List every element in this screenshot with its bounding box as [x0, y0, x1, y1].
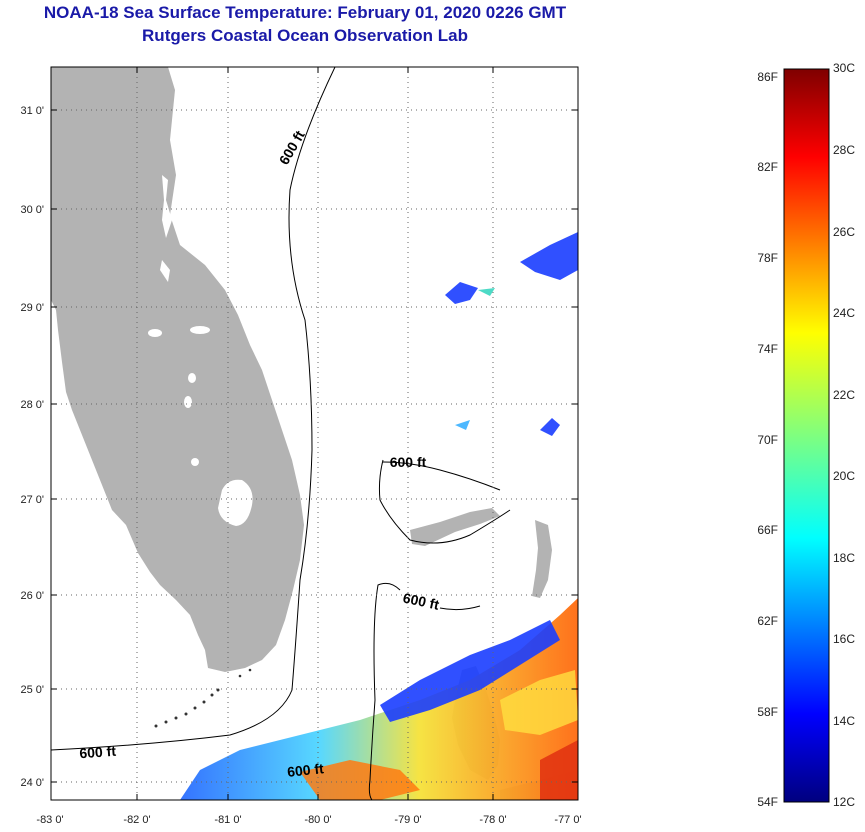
colorbar-f-label: 66F: [757, 523, 778, 537]
lon-label: -79 0': [394, 814, 421, 826]
axis-ticks: [51, 67, 578, 800]
lon-label: -80 0': [304, 814, 331, 826]
contour-label: 600 ft: [390, 454, 427, 470]
contour-label: 600 ft: [401, 589, 440, 612]
colorbar-c-label: 24C: [833, 306, 855, 320]
colorbar-c-label: 30C: [833, 61, 855, 75]
colorbar-c-labels: 30C 28C 26C 24C 22C 20C 18C 16C 14C 12C: [833, 61, 855, 809]
lat-label: 26 0': [20, 590, 44, 602]
lat-label: 30 0': [20, 204, 44, 216]
colorbar-f-labels: 86F 82F 78F 74F 70F 66F 62F 58F 54F: [757, 70, 778, 809]
inland-lakes: [148, 175, 210, 466]
colorbar-c-label: 12C: [833, 795, 855, 809]
colorbar-f-label: 86F: [757, 70, 778, 84]
lon-label: -78 0': [479, 814, 506, 826]
colorbar-c-label: 16C: [833, 632, 855, 646]
map-title: NOAA-18 Sea Surface Temperature: Februar…: [43, 3, 567, 22]
sst-data: [180, 232, 578, 800]
lake-okeechobee: [218, 479, 253, 526]
lat-labels: 24 0' 25 0' 26 0' 27 0' 28 0' 29 0' 30 0…: [20, 105, 44, 789]
lat-label: 31 0': [20, 105, 44, 117]
map-subtitle: Rutgers Coastal Ocean Observation Lab: [142, 26, 468, 45]
colorbar-c-label: 28C: [833, 143, 855, 157]
lon-label: -77 0': [554, 814, 581, 826]
abaco-island: [532, 520, 552, 598]
colorbar-f-label: 58F: [757, 705, 778, 719]
lon-labels: -83 0' -82 0' -81 0' -80 0' -79 0' -78 0…: [36, 814, 581, 826]
contour-label: 600 ft: [79, 743, 117, 762]
contour-label: 600 ft: [286, 760, 324, 780]
colorbar: [783, 68, 830, 803]
lat-label: 27 0': [20, 494, 44, 506]
map-frame: [50, 66, 579, 801]
colorbar-f-label: 62F: [757, 614, 778, 628]
colorbar-f-label: 74F: [757, 342, 778, 356]
lat-label: 25 0': [20, 684, 44, 696]
lat-label: 29 0': [20, 302, 44, 314]
lat-label: 28 0': [20, 399, 44, 411]
colorbar-c-label: 18C: [833, 551, 855, 565]
colorbar-c-label: 26C: [833, 225, 855, 239]
lon-label: -82 0': [123, 814, 150, 826]
colorbar-f-label: 70F: [757, 433, 778, 447]
lat-lon-grid: [51, 67, 578, 800]
grand-bahama: [410, 508, 500, 546]
lon-label: -83 0': [36, 814, 63, 826]
lat-label: 24 0': [20, 777, 44, 789]
colorbar-c-label: 22C: [833, 388, 855, 402]
florida-keys: [154, 668, 252, 728]
colorbar-f-label: 78F: [757, 251, 778, 265]
colorbar-c-label: 14C: [833, 714, 855, 728]
colorbar-c-label: 20C: [833, 469, 855, 483]
600ft-contours: [51, 67, 511, 800]
colorbar-f-label: 82F: [757, 160, 778, 174]
lon-label: -81 0': [214, 814, 241, 826]
colorbar-f-label: 54F: [757, 795, 778, 809]
